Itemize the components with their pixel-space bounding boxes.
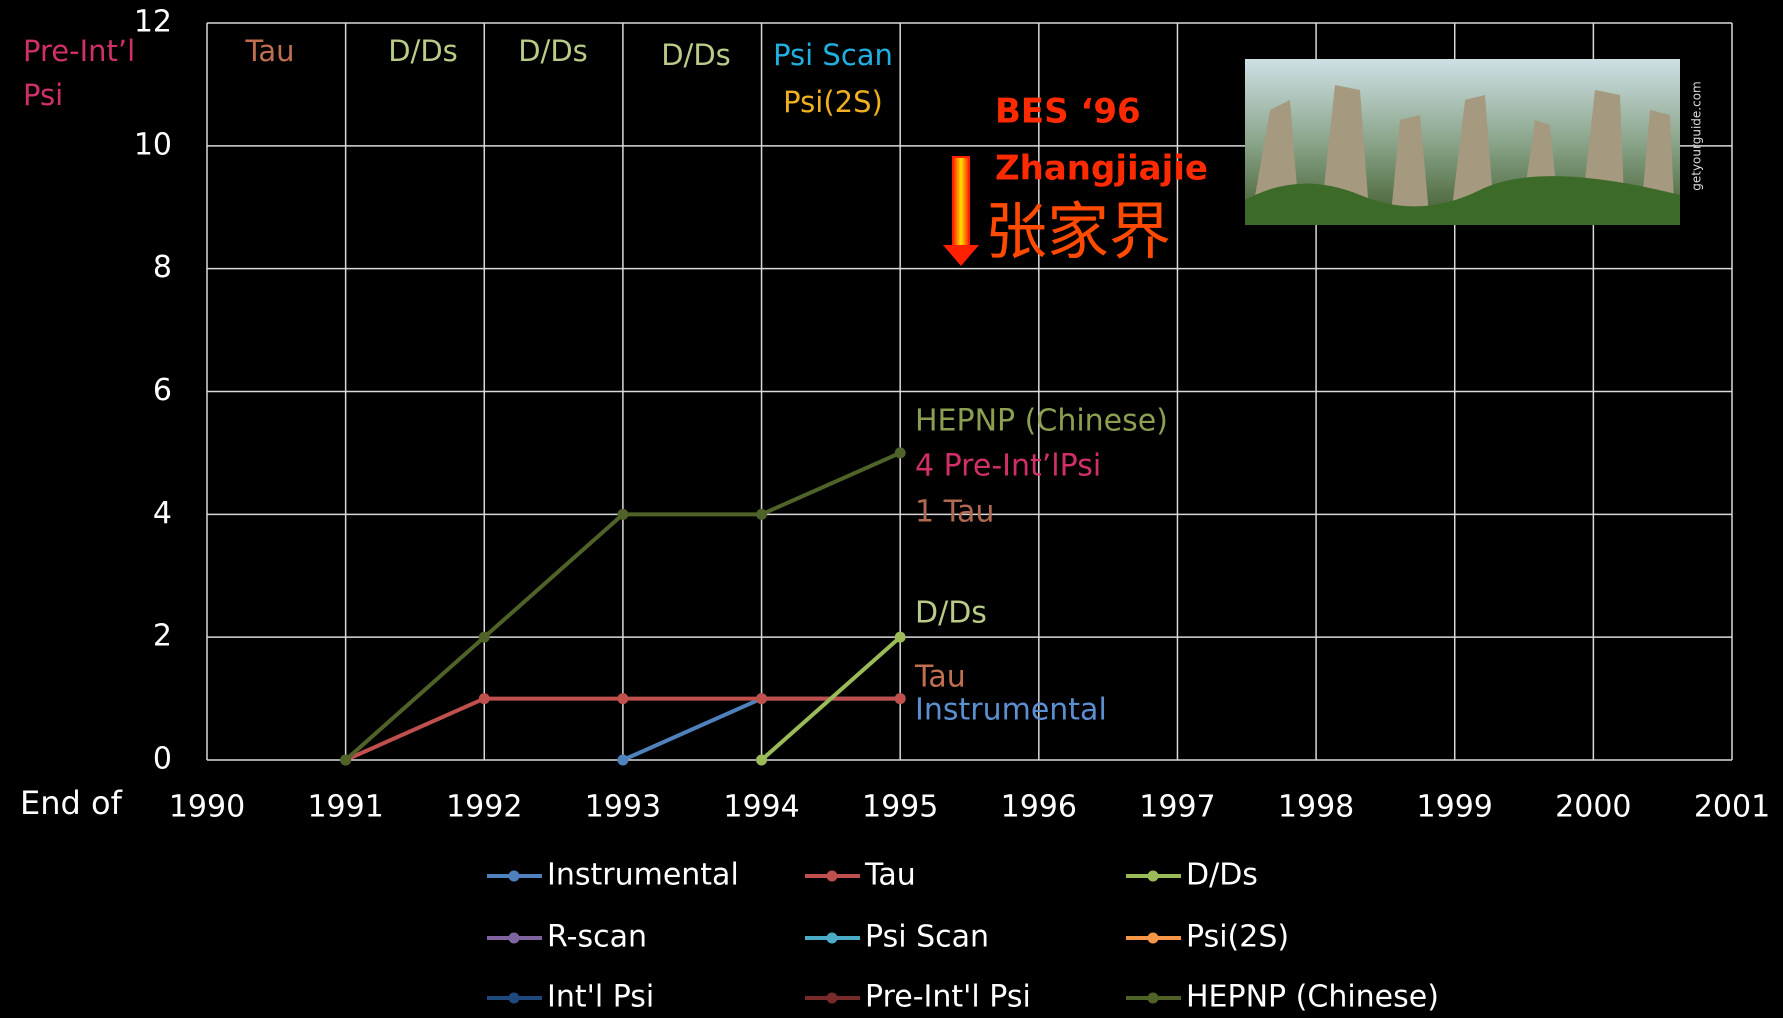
annotation: D/Ds: [518, 34, 588, 68]
series-marker: [895, 447, 906, 458]
annotation: Zhangjiajie: [995, 149, 1208, 189]
chart: 0 2 4 6 8 10 12 1990 1991 1992 1993 1994 1995 1996 199…: [0, 0, 1783, 1018]
legend-label: D/Ds: [1186, 858, 1258, 893]
annotation: Psi: [23, 78, 63, 112]
legend-label: Psi Scan: [865, 920, 989, 955]
x-tick-label: 1990: [169, 790, 245, 825]
arrow-shaft: [953, 157, 969, 247]
legend-swatch-marker: [1148, 933, 1159, 944]
x-tick-label: 1996: [1001, 790, 1077, 825]
series-marker: [479, 693, 490, 704]
x-tick-label: 1999: [1417, 790, 1493, 825]
series-marker: [617, 509, 628, 520]
annotation: Instrumental: [915, 693, 1107, 728]
series-marker: [479, 632, 490, 643]
series-marker: [340, 755, 351, 766]
photo: [1245, 59, 1680, 225]
y-tick-label: 8: [153, 250, 172, 285]
annotation: 1 Tau: [915, 495, 994, 530]
legend-swatch-marker: [827, 871, 838, 882]
y-tick-label: 4: [153, 496, 172, 531]
legend-swatch-marker: [1148, 871, 1159, 882]
annotation: Tau: [244, 34, 294, 68]
annotation: D/Ds: [661, 38, 731, 72]
x-tick-label: 1995: [862, 790, 938, 825]
y-tick-label: 2: [153, 619, 172, 654]
legend-label: Psi(2S): [1186, 920, 1289, 955]
y-tick-label: 10: [134, 127, 172, 162]
annotation: Tau: [914, 660, 966, 695]
arrow: [943, 157, 979, 266]
y-tick-label: 6: [153, 373, 172, 408]
legend-swatch-marker: [827, 993, 838, 1004]
legend-label: Pre-Int'l Psi: [865, 980, 1031, 1015]
annotation: HEPNP (Chinese): [915, 404, 1168, 439]
y-tick-label: 12: [134, 5, 172, 40]
annotation: Pre-Int’l: [23, 34, 135, 68]
x-tick-label: 1994: [723, 790, 799, 825]
x-tick-label: 1993: [585, 790, 661, 825]
x-tick-label: 2000: [1555, 790, 1631, 825]
x-tick-label: 1991: [307, 790, 383, 825]
y-tick-label: 0: [153, 742, 172, 777]
legend-swatch-marker: [509, 933, 520, 944]
legend-label: Instrumental: [547, 858, 739, 893]
legend-swatch-marker: [509, 993, 520, 1004]
x-tick-label: 1992: [446, 790, 522, 825]
annotation: 4 Pre-Int’lPsi: [915, 449, 1101, 484]
legend-label: Tau: [864, 858, 916, 893]
legend-label: HEPNP (Chinese): [1186, 980, 1439, 1015]
series-marker: [756, 693, 767, 704]
legend-swatch-marker: [509, 871, 520, 882]
x-tick-label: 2001: [1694, 790, 1770, 825]
annotation: getyourguide.com: [1690, 81, 1704, 190]
legend-label: Int'l Psi: [547, 980, 654, 1015]
series-marker: [756, 755, 767, 766]
legend-label: R-scan: [547, 920, 647, 955]
annotation: BES ‘96: [995, 92, 1141, 132]
legend-swatch-marker: [827, 933, 838, 944]
series-marker: [617, 755, 628, 766]
series-marker: [617, 693, 628, 704]
legend-swatch-marker: [1148, 993, 1159, 1004]
annotation: Psi(2S): [783, 85, 883, 119]
annotation: D/Ds: [915, 596, 987, 631]
x-tick-label: 1997: [1139, 790, 1215, 825]
annotation: 张家界: [985, 195, 1171, 268]
x-axis-label: End of: [20, 784, 123, 822]
series-marker: [756, 509, 767, 520]
annotation: D/Ds: [388, 34, 458, 68]
annotation: Psi Scan: [773, 38, 893, 72]
series-marker: [895, 632, 906, 643]
x-tick-label: 1998: [1278, 790, 1354, 825]
series-marker: [895, 693, 906, 704]
arrow-head: [943, 245, 979, 266]
